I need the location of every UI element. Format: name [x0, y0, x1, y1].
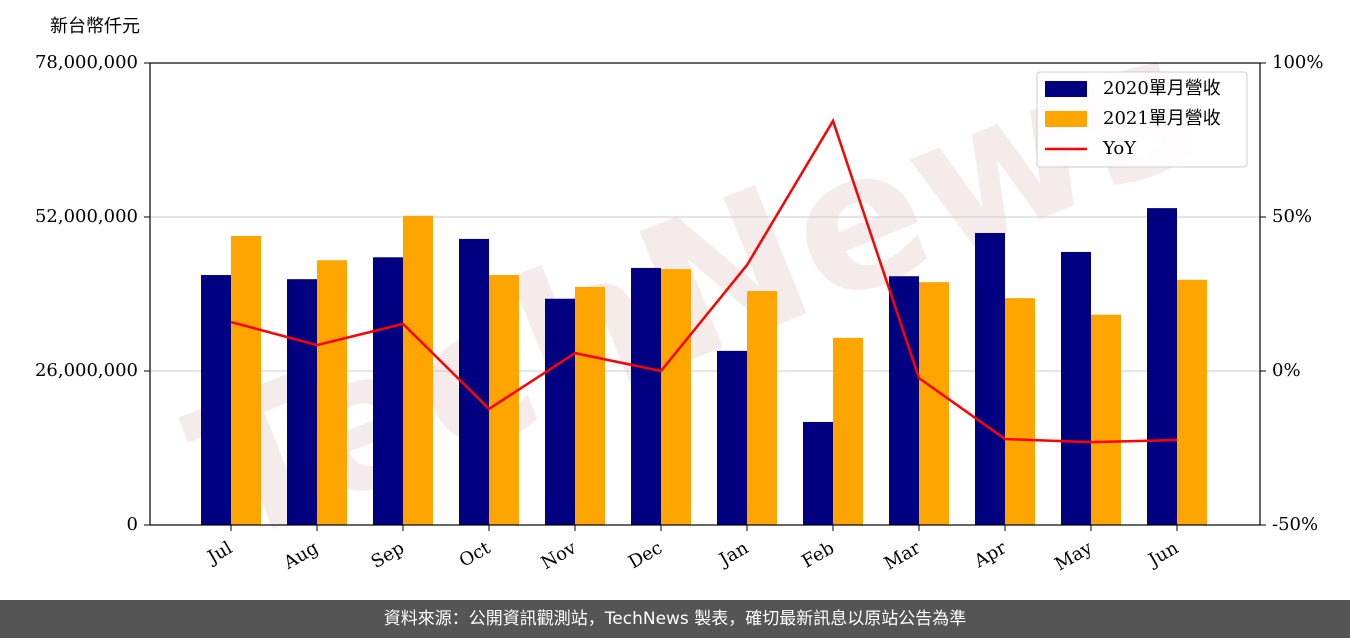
bar [317, 260, 347, 525]
x-tick-label: Mar [881, 537, 925, 574]
bar [747, 291, 777, 525]
bar [1147, 208, 1177, 525]
bar [1177, 279, 1207, 525]
footer-bar [0, 600, 1350, 638]
bar [575, 286, 605, 525]
bar [545, 298, 575, 525]
x-tick-label: May [1051, 537, 1096, 575]
bar [889, 276, 919, 525]
bar [803, 421, 833, 525]
x-tick-label: Nov [538, 537, 581, 574]
x-tick-label: Dec [625, 537, 666, 573]
bar [201, 275, 231, 525]
x-tick-label: Jan [714, 537, 752, 571]
footer: 資料來源：公開資訊觀測站，TechNews 製表，確切最新訊息以原站公告為準 [384, 609, 966, 629]
bar [717, 350, 747, 525]
x-tick-label: Sep [368, 537, 408, 572]
y-tick-label: 78,000,000 [35, 52, 138, 73]
bar [1091, 314, 1121, 525]
bar [631, 267, 661, 525]
x-tick-label: Oct [456, 537, 495, 572]
y-tick-label: 0 [127, 514, 138, 535]
bar [403, 215, 433, 526]
bar [661, 269, 691, 525]
x-tick-label: Jun [1143, 537, 1182, 572]
x-tick-label: Apr [970, 537, 1010, 572]
plot-frame [149, 62, 1261, 526]
bar [231, 235, 261, 525]
legend-box [1036, 71, 1248, 168]
bar [975, 232, 1005, 525]
y-tick-label: 26,000,000 [35, 360, 138, 381]
bar [1061, 251, 1091, 525]
y2-tick-label: 50% [1272, 206, 1312, 227]
bar [459, 238, 489, 525]
legend-swatch [1045, 111, 1087, 127]
y2-tick-label: 0% [1272, 360, 1301, 381]
bar [833, 337, 863, 525]
bar [919, 282, 949, 525]
bar [373, 257, 403, 525]
y-axis-label: 新台幣仟元 [50, 16, 140, 37]
bar [287, 279, 317, 525]
line [230, 117, 1178, 444]
legend-label: 2020單月營收 [1103, 78, 1221, 99]
y-tick-label: 52,000,000 [35, 206, 138, 227]
legend-label: YoY [1102, 138, 1137, 159]
legend-swatch [1045, 81, 1087, 97]
legend-label: 2021單月營收 [1103, 108, 1221, 129]
y2-tick-label: 100% [1272, 52, 1323, 73]
bar [1005, 298, 1035, 525]
x-tick-label: Feb [798, 537, 838, 572]
y2-tick-label: -50% [1272, 514, 1318, 535]
